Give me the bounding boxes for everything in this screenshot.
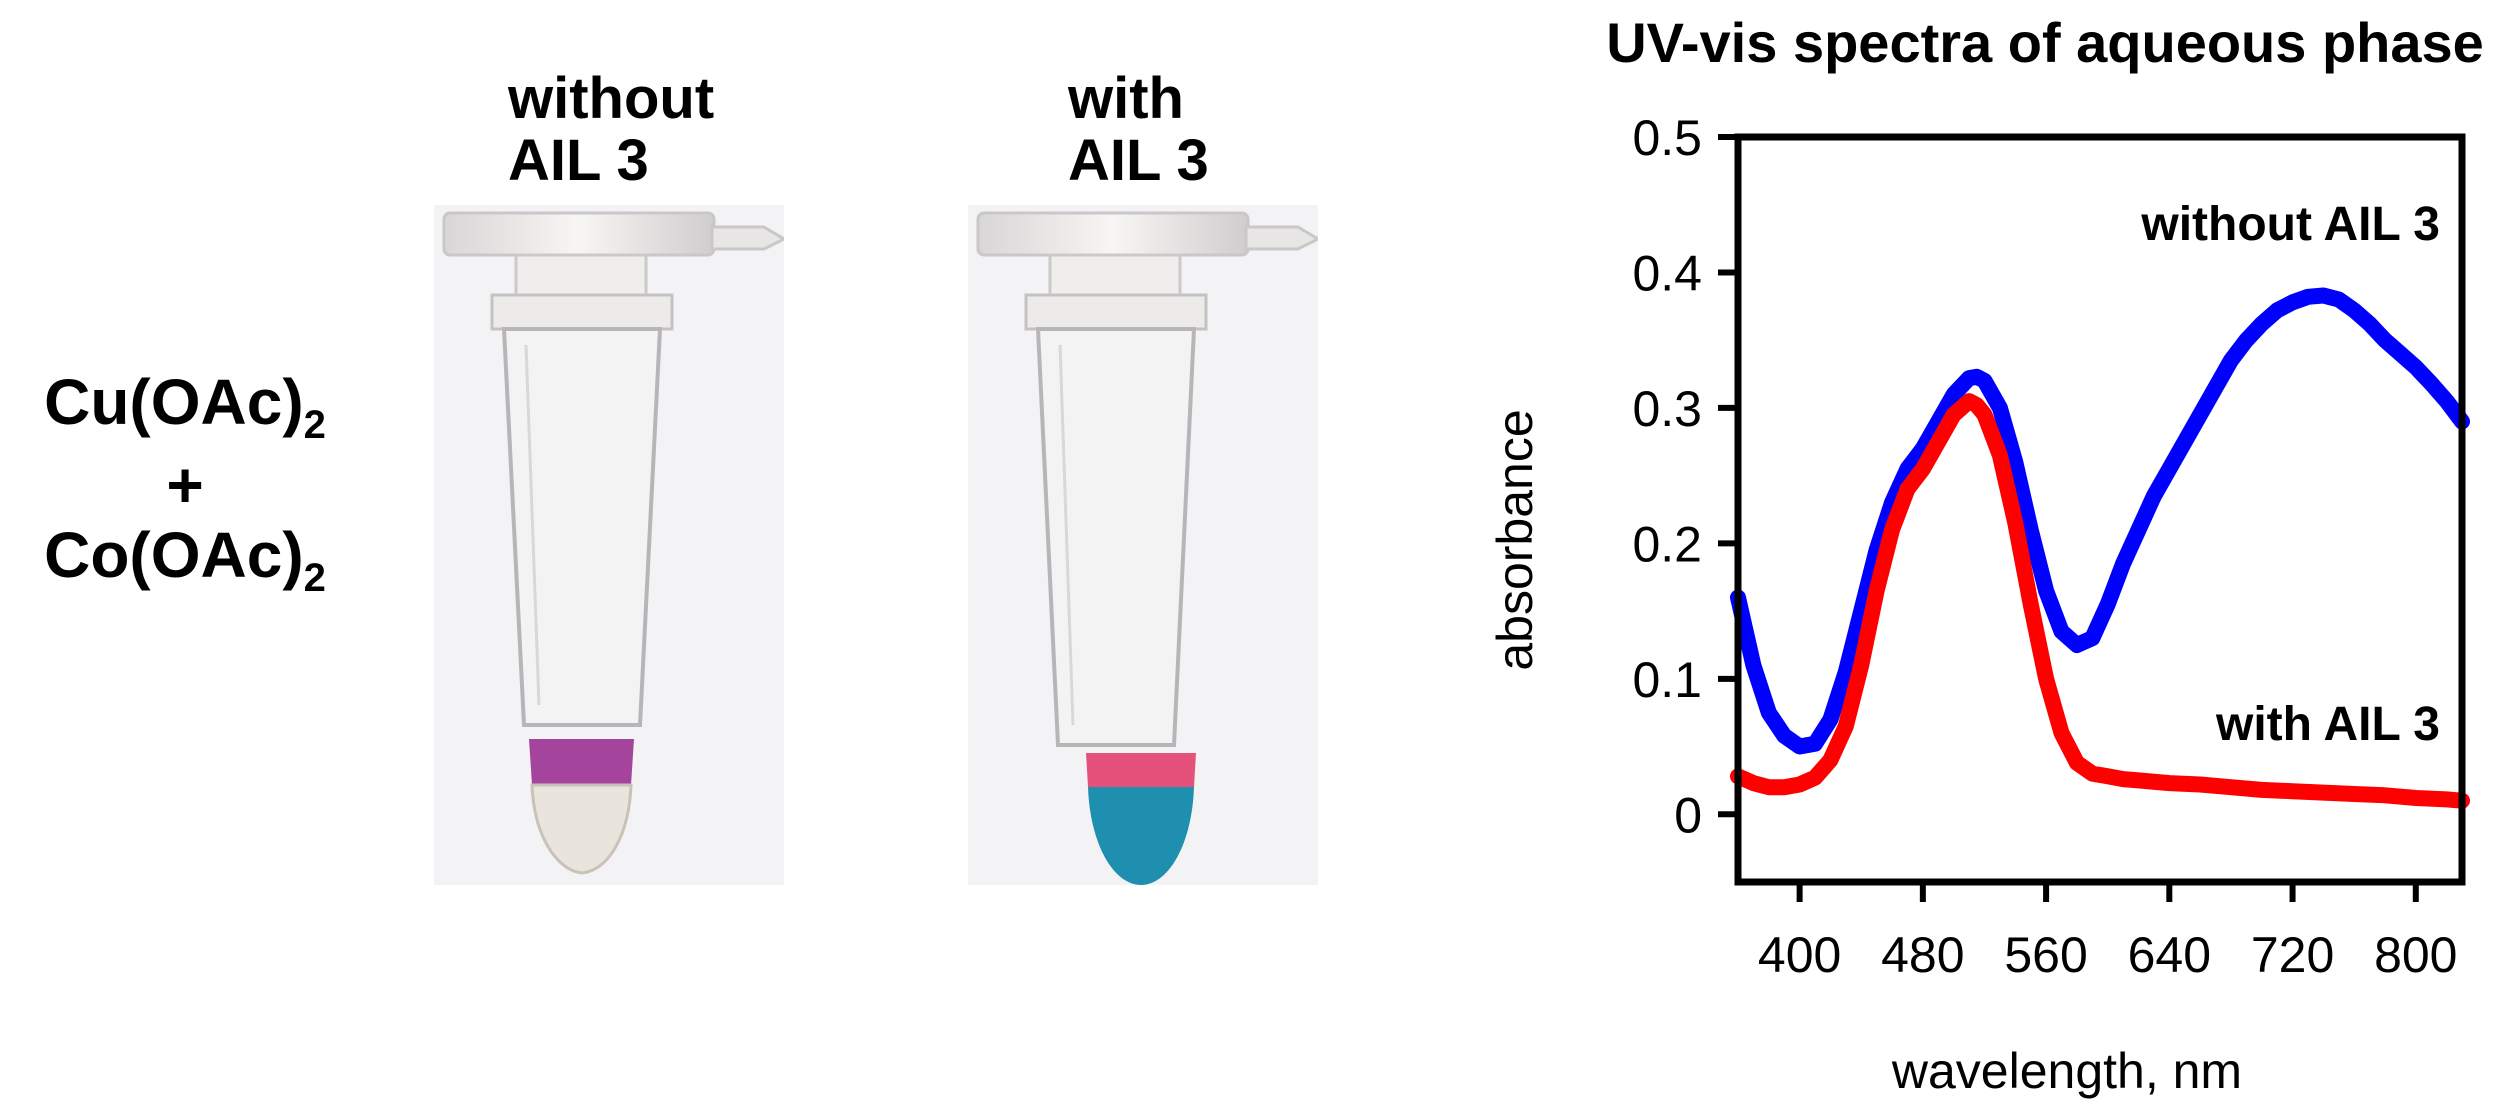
y-tick-label-5: 0.5 xyxy=(1632,110,1702,166)
chart-title: UV-vis spectra of aqueous phase xyxy=(1606,11,2484,74)
upper-phase xyxy=(1086,753,1196,787)
tube-photo-without xyxy=(434,205,784,885)
reagent-plus: + xyxy=(166,449,204,521)
legend-label-without: without AIL 3 xyxy=(2140,198,2440,251)
sample-label-with-line2: AIL 3 xyxy=(1068,128,1209,193)
plot-area: 0 0.1 0.2 0.3 0.4 0.5 400 480 560 640 720 800 xyxy=(1632,110,2470,983)
reagent-line-1: Cu(OAc)2 xyxy=(44,366,326,447)
sample-label-without-line2: AIL 3 xyxy=(508,128,649,193)
y-tick-label-4: 0.4 xyxy=(1632,245,1702,301)
y-tick-label-2: 0.2 xyxy=(1632,516,1702,572)
x-axis-label: wavelength, nm xyxy=(1891,1043,2242,1099)
y-tick-label-1: 0.1 xyxy=(1632,652,1702,708)
x-tick-label-4: 720 xyxy=(2251,927,2334,983)
y-axis-label: absorbance xyxy=(1487,409,1543,670)
legend-label-with: with AIL 3 xyxy=(2215,698,2440,751)
x-tick-label-2: 560 xyxy=(2004,927,2087,983)
sample-label-without: without AIL 3 xyxy=(508,68,714,192)
x-tick-label-0: 400 xyxy=(1758,927,1841,983)
series-line-0 xyxy=(1730,287,2470,755)
series-line-1 xyxy=(1730,393,2470,809)
lower-phase xyxy=(530,783,633,875)
y-tick-label-0: 0 xyxy=(1674,787,1702,843)
tube-photo-with xyxy=(968,205,1318,885)
upper-phase xyxy=(529,739,634,785)
sample-label-without-line1: without xyxy=(508,66,715,131)
uv-vis-chart: UV-vis spectra of aqueous phase 00.10.20… xyxy=(1487,11,2484,1099)
reagent-line-2: Co(OAc)2 xyxy=(44,519,326,600)
y-tick-label-3: 0.3 xyxy=(1632,381,1702,437)
reagent-label: Cu(OAc)2 + Co(OAc)2 xyxy=(0,370,385,598)
sample-label-with-line1: with xyxy=(1068,66,1184,131)
x-tick-label-1: 480 xyxy=(1881,927,1964,983)
plot-frame xyxy=(1734,133,2466,886)
x-tick-label-3: 640 xyxy=(2128,927,2211,983)
sample-label-with: with AIL 3 xyxy=(1068,68,1209,192)
lower-phase xyxy=(1088,787,1194,885)
x-tick-label-5: 800 xyxy=(2374,927,2457,983)
